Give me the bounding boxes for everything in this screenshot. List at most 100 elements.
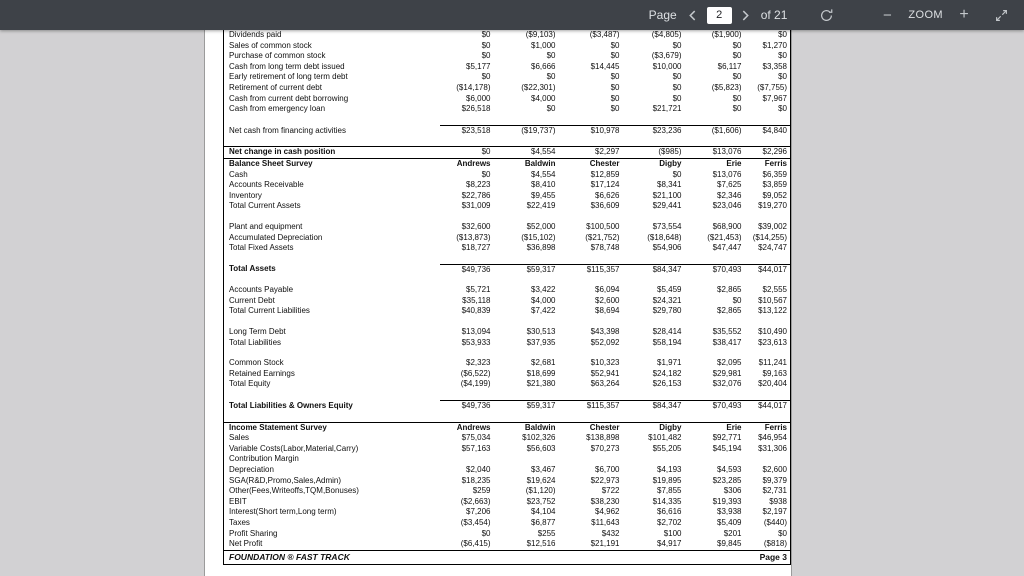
footer-page-number: Page 3 xyxy=(622,549,791,565)
table-row: Total Assets $49,736 $59,317 $115,357 $84,34… xyxy=(224,263,791,276)
zoom-out-button[interactable]: − xyxy=(879,6,895,24)
chevron-left-icon xyxy=(689,10,696,20)
table-row: Income Statement Survey Andrews Baldwin Che… xyxy=(223,421,791,434)
cell-value: $21,100 xyxy=(652,190,682,200)
cell-value: $46,954 xyxy=(758,433,787,443)
cell-value: $2,095 xyxy=(717,358,742,368)
cell-value: $3,467 xyxy=(531,465,556,474)
cell-value: ($3,454) xyxy=(460,517,491,527)
cell-value: $19,270 xyxy=(758,201,787,211)
cell-value: Chester xyxy=(558,421,623,434)
cell-value: $38,230 xyxy=(590,496,620,506)
page-number-input[interactable] xyxy=(706,6,732,24)
cell-value: $14,445 xyxy=(590,61,620,71)
cell-value xyxy=(623,454,685,465)
cell-value: $8,410 xyxy=(531,180,556,190)
table-row: Accounts Payable $5,721 $3,422 $6,094 $5,459… xyxy=(224,285,791,296)
cell-value: $0 xyxy=(778,104,787,114)
cell-value: ($15,102) xyxy=(521,232,556,242)
cell-value: $4,962 xyxy=(595,507,620,517)
cell-value: $722 xyxy=(601,486,620,496)
cell-value: ($14,178) xyxy=(456,82,491,92)
table-row: Accumulated Depreciation ($13,873) ($15,10… xyxy=(224,233,791,244)
row-label: Contribution Margin xyxy=(229,454,299,464)
cell-value: $7,206 xyxy=(466,507,491,517)
row-label: Total Liabilities & Owners Equity xyxy=(229,400,353,410)
cell-value: $11,643 xyxy=(591,517,620,527)
cell-value: $52,092 xyxy=(590,337,620,347)
cell-value: $14,335 xyxy=(652,496,682,506)
row-label: Income Statement Survey xyxy=(223,421,440,434)
cell-value: Baldwin xyxy=(493,421,559,434)
cell-value: $100,500 xyxy=(586,221,620,231)
cell-value: $6,700 xyxy=(595,465,620,474)
cell-value: $1,270 xyxy=(762,40,787,50)
table-row: Sales of common stock $0 $1,000 $0 $0 $0 $1,27… xyxy=(224,41,791,52)
cell-value: $2,865 xyxy=(717,306,742,316)
zoom-in-button[interactable]: + xyxy=(956,6,972,24)
cell-value: $9,163 xyxy=(762,368,787,378)
cell-value: $2,040 xyxy=(466,465,491,474)
fullscreen-button[interactable] xyxy=(992,6,1010,24)
cell-value: $4,554 xyxy=(531,169,556,179)
cell-value: $0 xyxy=(439,146,494,159)
cell-value: $0 xyxy=(546,72,556,82)
cell-value: $4,193 xyxy=(657,465,682,474)
cell-value: $12,516 xyxy=(526,539,556,549)
cell-value: $21,191 xyxy=(590,539,620,549)
rotate-button[interactable] xyxy=(817,6,835,24)
cell-value: $0 xyxy=(481,51,491,61)
cell-value: $13,122 xyxy=(758,306,787,316)
cell-value: $47,447 xyxy=(712,243,742,253)
cell-value: $6,117 xyxy=(717,61,742,71)
next-page-button[interactable] xyxy=(739,6,753,24)
cell-value: $35,118 xyxy=(462,295,491,305)
page-label: Page xyxy=(648,8,677,22)
cell-value: ($440) xyxy=(763,517,787,527)
row-label: Total Current Liabilities xyxy=(229,306,310,316)
table-row: Balance Sheet Survey Andrews Baldwin Cheste… xyxy=(223,157,791,170)
cell-value: $100 xyxy=(663,528,682,538)
row-label: Total Assets xyxy=(229,264,276,274)
cell-value: $102,326 xyxy=(522,433,556,443)
cell-value: Ferris xyxy=(744,421,791,434)
previous-page-button[interactable] xyxy=(686,6,700,24)
cell-value: $6,877 xyxy=(531,517,556,527)
cell-value: $5,721 xyxy=(466,285,491,295)
cell-value: $6,000 xyxy=(466,93,491,103)
cell-value: ($6,522) xyxy=(460,368,491,378)
row-label: Sales of common stock xyxy=(229,40,312,50)
cell-value: $0 xyxy=(672,82,682,92)
document-canvas[interactable]: Dividends paid $0 ($9,103) ($3,487) ($4,805)… xyxy=(0,30,1024,576)
row-label: Accounts Receivable xyxy=(229,180,304,190)
cell-value: $4,000 xyxy=(531,295,556,305)
table-spacer-row xyxy=(224,115,791,126)
cell-value: $18,235 xyxy=(461,475,491,485)
cell-value: $70,493 xyxy=(684,263,745,276)
table-spacer-row xyxy=(224,390,791,401)
cell-value: $10,000 xyxy=(652,61,682,71)
cell-value: $4,554 xyxy=(493,146,559,159)
row-label: Common Stock xyxy=(229,358,284,368)
row-label: Retained Earnings xyxy=(229,368,295,378)
row-label: SGA(R&D,Promo,Sales,Admin) xyxy=(229,475,342,485)
cell-value: ($1,120) xyxy=(525,486,556,496)
cell-value: $115,357 xyxy=(558,263,623,276)
cell-value: $2,555 xyxy=(762,285,787,295)
chevron-right-icon xyxy=(742,10,749,20)
cell-value: $43,398 xyxy=(590,327,620,337)
cell-value: $0 xyxy=(481,72,491,82)
cell-value: $0 xyxy=(732,40,742,50)
cell-value: $92,771 xyxy=(712,433,742,443)
table-row: Plant and equipment $32,600 $52,000 $100,50… xyxy=(224,222,791,233)
cell-value: $20,404 xyxy=(758,379,787,389)
cell-value: $24,747 xyxy=(758,243,787,253)
cell-value: $55,205 xyxy=(652,443,682,453)
cell-value: $4,593 xyxy=(717,465,742,474)
cell-value: Erie xyxy=(684,157,745,170)
cell-value: $45,194 xyxy=(712,443,742,453)
table-row: EBIT ($2,663) $23,752 $38,230 $14,335 $19,393… xyxy=(224,497,791,508)
row-label: EBIT xyxy=(229,496,247,506)
cell-value: ($18,648) xyxy=(647,232,682,242)
cell-value: $306 xyxy=(723,486,742,496)
